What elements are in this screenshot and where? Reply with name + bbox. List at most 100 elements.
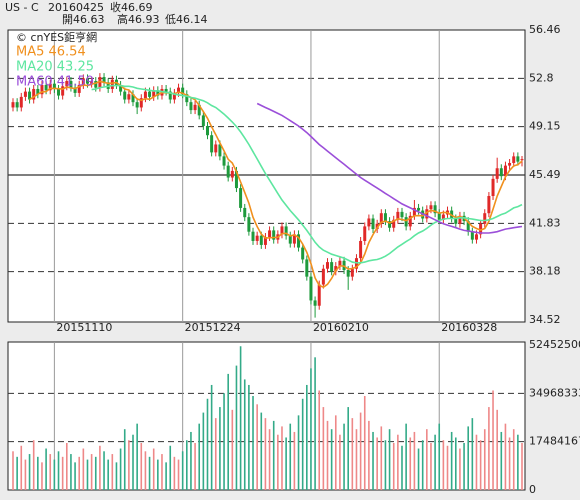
volume-bar bbox=[144, 451, 147, 490]
candle-body bbox=[350, 268, 354, 277]
volume-bar bbox=[438, 423, 441, 490]
volume-bar bbox=[181, 451, 184, 490]
candle-body bbox=[110, 79, 114, 89]
volume-bar bbox=[99, 445, 101, 490]
ma-line bbox=[29, 80, 523, 289]
candle-body bbox=[309, 276, 313, 301]
candle-body bbox=[143, 91, 147, 99]
volume-bar bbox=[392, 443, 395, 490]
volume-bar bbox=[70, 454, 72, 490]
volume-bar bbox=[467, 426, 470, 490]
volume-bar bbox=[496, 409, 498, 490]
candle-body bbox=[383, 213, 387, 222]
volume-bar bbox=[94, 456, 97, 490]
volume-bar bbox=[202, 412, 205, 490]
volume-bar bbox=[210, 384, 213, 490]
volume-bar bbox=[132, 434, 134, 490]
candle-body bbox=[123, 91, 127, 100]
volume-bar bbox=[492, 390, 494, 490]
candle-body bbox=[102, 77, 106, 83]
candle-body bbox=[503, 165, 507, 177]
volume-bar bbox=[115, 462, 118, 490]
candle-body bbox=[81, 78, 85, 85]
candle-body bbox=[417, 207, 421, 211]
ma-line bbox=[91, 84, 523, 264]
candle-body bbox=[44, 84, 48, 91]
volume-bar bbox=[363, 396, 366, 490]
legend-entry: MA60 41.59 bbox=[16, 75, 94, 90]
volume-bar bbox=[12, 451, 14, 490]
candle-body bbox=[371, 218, 375, 230]
volume-bar bbox=[165, 462, 167, 490]
volume-bar bbox=[198, 423, 201, 490]
source: © cnYES鉅亨網 bbox=[16, 30, 97, 44]
candle-body bbox=[28, 91, 32, 100]
volume-bar bbox=[450, 431, 453, 490]
open: 開46.63 bbox=[62, 13, 105, 26]
volume-bar bbox=[173, 456, 176, 490]
volume-bar bbox=[355, 429, 358, 490]
volume-bar bbox=[339, 434, 341, 490]
candle-body bbox=[280, 226, 284, 235]
volume-bar bbox=[45, 448, 47, 490]
volume-bar bbox=[20, 445, 23, 490]
candle-body bbox=[263, 236, 267, 245]
volume-bar bbox=[252, 396, 254, 490]
candle-body bbox=[189, 102, 193, 111]
volume-bar bbox=[405, 423, 407, 490]
volume-bar bbox=[330, 429, 333, 490]
candle-body bbox=[483, 213, 487, 224]
candle-body bbox=[313, 300, 317, 306]
volume-bar bbox=[190, 431, 192, 490]
volume-bar bbox=[53, 459, 56, 490]
date: 20160425 bbox=[48, 1, 104, 14]
candle-body bbox=[330, 262, 334, 272]
volume-bar bbox=[397, 434, 399, 490]
candle-body bbox=[247, 217, 251, 232]
y-tick-label: 45.49 bbox=[529, 168, 561, 181]
candle-body bbox=[259, 235, 263, 245]
candle-body bbox=[474, 234, 478, 240]
x-tick-label: 20151110 bbox=[56, 321, 112, 334]
candle-body bbox=[429, 205, 433, 210]
candle-body bbox=[148, 91, 152, 97]
candle-body bbox=[127, 94, 131, 100]
symbol: US - C bbox=[5, 1, 39, 14]
volume-bar bbox=[326, 420, 329, 490]
candle-body bbox=[131, 94, 135, 103]
y-tick-label: 38.18 bbox=[529, 265, 561, 278]
volume-bar bbox=[28, 454, 31, 490]
volume-bar bbox=[388, 429, 391, 490]
volume-bar bbox=[61, 456, 64, 490]
candle-body bbox=[185, 94, 189, 103]
y-tick-label: 56.46 bbox=[529, 23, 561, 36]
candle-body bbox=[491, 178, 495, 197]
volume-bar bbox=[376, 437, 378, 490]
volume-bar bbox=[434, 434, 436, 490]
volume-bar bbox=[161, 454, 163, 490]
x-tick-label: 20160328 bbox=[441, 321, 497, 334]
candle-body bbox=[499, 168, 503, 177]
volume-bar bbox=[479, 440, 482, 490]
volume-bar bbox=[65, 443, 68, 490]
volume-bar bbox=[347, 407, 349, 490]
volume-bar bbox=[41, 462, 43, 490]
candle-body bbox=[255, 235, 259, 241]
candle-body bbox=[32, 88, 36, 100]
volume-bar bbox=[123, 429, 126, 490]
volume-bar bbox=[239, 346, 242, 490]
candle-body bbox=[433, 205, 437, 214]
volume-bar bbox=[140, 443, 143, 490]
volume-bar bbox=[186, 440, 188, 490]
candle-body bbox=[11, 102, 15, 108]
candle-body bbox=[379, 213, 383, 224]
volume-bar bbox=[483, 429, 486, 490]
candle-body bbox=[388, 221, 392, 228]
candle-body bbox=[412, 207, 416, 216]
volume-bar bbox=[136, 423, 138, 490]
volume-bar bbox=[421, 440, 424, 490]
candle-body bbox=[197, 104, 201, 116]
candle-body bbox=[392, 219, 396, 228]
candle-body bbox=[292, 234, 296, 244]
